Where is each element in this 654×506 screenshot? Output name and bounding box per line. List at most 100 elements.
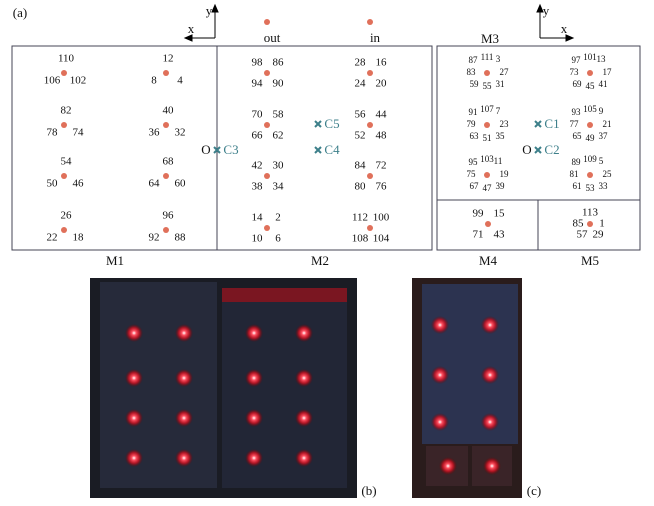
port-number: 105 bbox=[583, 104, 597, 114]
port-number: 113 bbox=[582, 207, 599, 219]
port-number: 1 bbox=[599, 218, 605, 230]
port-number: 30 bbox=[273, 160, 285, 172]
port-dot bbox=[367, 19, 373, 25]
spot bbox=[481, 413, 499, 431]
module-label: M5 bbox=[581, 253, 599, 268]
port-dot bbox=[163, 173, 169, 179]
center-label: C5 bbox=[324, 116, 339, 131]
port-number: 6 bbox=[275, 233, 281, 245]
port-number: 58 bbox=[273, 109, 285, 121]
port-number: 87 bbox=[469, 55, 479, 65]
panel-label: (a) bbox=[13, 5, 27, 20]
port-number: 102 bbox=[70, 75, 87, 87]
port-number: 45 bbox=[586, 81, 596, 91]
panel-label: (b) bbox=[361, 483, 376, 498]
port-number: 77 bbox=[570, 119, 580, 129]
cross bbox=[314, 146, 322, 154]
port-dot bbox=[484, 122, 490, 128]
spot bbox=[295, 369, 313, 387]
port-dot bbox=[264, 19, 270, 25]
port-number: 91 bbox=[469, 107, 478, 117]
spot bbox=[175, 409, 193, 427]
port-number: 99 bbox=[473, 208, 485, 220]
module-label: M4 bbox=[479, 253, 498, 268]
origin-label: O bbox=[522, 142, 531, 157]
port-number: 106 bbox=[44, 75, 61, 87]
center-marker bbox=[534, 120, 542, 128]
port-number: 98 bbox=[252, 57, 264, 69]
port-number: 23 bbox=[500, 119, 510, 129]
port-dot bbox=[367, 173, 373, 179]
port-number: 104 bbox=[373, 233, 390, 245]
port-dot bbox=[61, 173, 67, 179]
spot bbox=[125, 409, 143, 427]
center-marker bbox=[534, 146, 542, 154]
port-number: 27 bbox=[500, 67, 510, 77]
panel-label: (c) bbox=[527, 483, 541, 498]
port-number: 65 bbox=[573, 131, 583, 141]
spot bbox=[439, 457, 457, 475]
spot bbox=[481, 366, 499, 384]
port-number: 69 bbox=[573, 79, 583, 89]
port-dot bbox=[367, 70, 373, 76]
port-number: 28 bbox=[355, 57, 367, 69]
cross bbox=[534, 146, 542, 154]
photo-c bbox=[412, 278, 522, 498]
port-number: 33 bbox=[599, 181, 609, 191]
cross bbox=[213, 146, 221, 154]
port-dot bbox=[587, 172, 593, 178]
port-number: 32 bbox=[175, 127, 186, 139]
port-number: 53 bbox=[586, 183, 596, 193]
cross bbox=[534, 120, 542, 128]
port-number: 79 bbox=[467, 119, 477, 129]
port-number: 112 bbox=[352, 212, 368, 224]
port-number: 107 bbox=[480, 104, 494, 114]
port-number: 2 bbox=[275, 212, 281, 224]
port-dot bbox=[264, 225, 270, 231]
port-number: 73 bbox=[570, 67, 580, 77]
port-number: 66 bbox=[252, 130, 264, 142]
center-label: C3 bbox=[223, 142, 238, 157]
port-number: 80 bbox=[355, 181, 367, 193]
port-dot bbox=[485, 221, 491, 227]
port-number: 76 bbox=[376, 181, 388, 193]
port-number: 37 bbox=[599, 131, 609, 141]
spot bbox=[245, 409, 263, 427]
spot bbox=[431, 366, 449, 384]
port-number: 26 bbox=[61, 210, 73, 222]
port-number: 44 bbox=[376, 109, 388, 121]
module-label: M1 bbox=[106, 253, 124, 268]
port-number: 51 bbox=[483, 133, 492, 143]
port-label: in bbox=[370, 30, 381, 45]
port-number: 110 bbox=[58, 53, 75, 65]
port-number: 7 bbox=[496, 106, 501, 116]
port-dot bbox=[367, 122, 373, 128]
port-number: 94 bbox=[252, 78, 264, 90]
port-number: 20 bbox=[376, 78, 388, 90]
photo-spots bbox=[125, 316, 501, 475]
port-number: 82 bbox=[61, 105, 72, 117]
port-number: 10 bbox=[252, 233, 264, 245]
port-number: 97 bbox=[572, 55, 582, 65]
port-number: 39 bbox=[496, 181, 506, 191]
port-number: 19 bbox=[500, 169, 510, 179]
port-number: 42 bbox=[252, 160, 263, 172]
port-number: 96 bbox=[163, 210, 175, 222]
port-dot bbox=[163, 122, 169, 128]
port-number: 103 bbox=[480, 154, 494, 164]
port-number: 29 bbox=[593, 229, 605, 241]
port-number: 92 bbox=[149, 232, 160, 244]
port-number: 81 bbox=[570, 169, 579, 179]
port-number: 16 bbox=[376, 57, 388, 69]
port-number: 59 bbox=[470, 79, 480, 89]
spot bbox=[295, 409, 313, 427]
port-dot bbox=[587, 70, 593, 76]
port-number: 61 bbox=[573, 181, 582, 191]
port-number: 22 bbox=[47, 232, 58, 244]
port-number: 90 bbox=[273, 78, 285, 90]
axis-label: x bbox=[561, 21, 568, 36]
port-number: 88 bbox=[175, 232, 187, 244]
port-number: 111 bbox=[481, 52, 494, 62]
port-number: 11 bbox=[494, 156, 503, 166]
port-dot bbox=[61, 227, 67, 233]
